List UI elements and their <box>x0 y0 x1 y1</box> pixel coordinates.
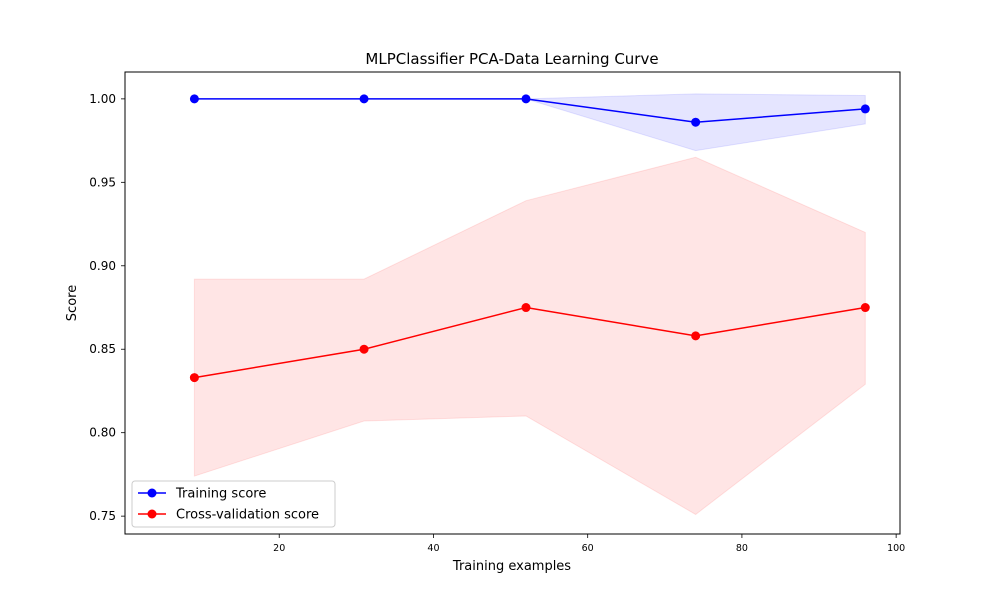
training-score-point <box>691 117 701 127</box>
training-score-point <box>860 104 870 114</box>
legend-training-marker <box>147 488 157 498</box>
x-tick-label: 100 <box>887 543 905 554</box>
training-score-point <box>521 94 531 104</box>
y-axis-ticks: 0.75 0.80 0.85 0.90 0.95 1.00 <box>89 92 125 523</box>
series-markers <box>189 94 870 383</box>
y-tick-label: 1.00 <box>89 92 116 106</box>
x-axis-label: Training examples <box>452 559 571 574</box>
cross-validation-score-point <box>521 303 531 313</box>
legend-cross-validation-label: Cross-validation score <box>176 508 319 523</box>
plot-area-frame <box>124 71 901 535</box>
training-score-point <box>189 94 199 104</box>
legend-box <box>131 480 336 528</box>
y-tick-label: 0.85 <box>89 342 116 356</box>
legend: Training score Cross-validation score <box>131 480 336 528</box>
x-axis-ticks: 20 40 60 80 100 <box>273 534 905 554</box>
x-tick-label: 40 <box>427 543 439 554</box>
cross-validation-score-band <box>193 156 866 516</box>
legend-training-label: Training score <box>175 487 266 502</box>
cross-validation-score-point <box>691 331 701 341</box>
cross-validation-score-point <box>359 344 369 354</box>
y-tick-label: 0.80 <box>89 426 116 440</box>
x-tick-label: 80 <box>736 543 748 554</box>
chart-title: MLPClassifier PCA-Data Learning Curve <box>365 50 658 68</box>
y-tick-label: 0.75 <box>89 509 116 523</box>
y-tick-label: 0.95 <box>89 175 116 189</box>
training-score-point <box>359 94 369 104</box>
cross-validation-score-point <box>860 303 870 313</box>
legend-cross-validation-marker <box>147 509 157 519</box>
y-axis-label: Score <box>65 285 80 321</box>
x-tick-label: 60 <box>582 543 594 554</box>
x-tick-label: 20 <box>273 543 285 554</box>
cross-validation-score-point <box>189 373 199 383</box>
y-tick-label: 0.90 <box>89 259 116 273</box>
